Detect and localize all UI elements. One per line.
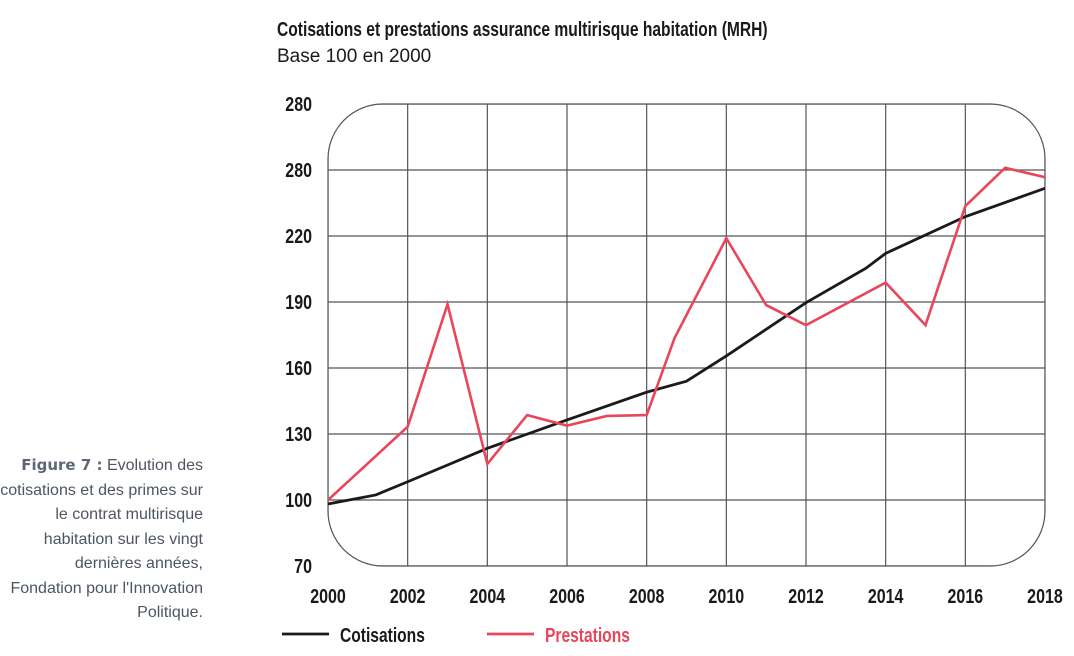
legend-label-prestations: Prestations <box>545 624 630 646</box>
x-tick-label: 2000 <box>310 585 346 607</box>
y-tick-label: 130 <box>285 423 312 445</box>
y-tick-label: 280 <box>285 159 312 181</box>
x-axis: 2000 2002 2004 2006 2008 2010 2012 2014 2016 2018 <box>310 585 1063 607</box>
x-tick-label: 2004 <box>470 585 506 607</box>
series-line-prestations <box>328 166 1045 501</box>
grid <box>328 104 1045 566</box>
series-lines <box>328 166 1045 506</box>
y-tick-label: 160 <box>285 357 312 379</box>
x-tick-label: 2010 <box>709 585 745 607</box>
plot-frame <box>327 103 1046 567</box>
y-tick-label: 220 <box>285 225 312 247</box>
caption-text: Evolution des cotisations et des primes … <box>0 457 203 621</box>
x-tick-label: 2006 <box>549 585 585 607</box>
x-tick-label: 2016 <box>948 585 984 607</box>
x-tick-label: 2008 <box>629 585 665 607</box>
y-tick-label: 70 <box>294 555 312 577</box>
y-tick-label: 190 <box>285 291 312 313</box>
series-line-cotisations <box>328 186 1045 506</box>
caption-label: Figure 7 : <box>21 456 103 474</box>
figure-caption: Figure 7 : Evolution des cotisations et … <box>0 453 203 626</box>
chart-subtitle: Base 100 en 2000 <box>277 46 432 67</box>
x-tick-label: 2018 <box>1027 585 1063 607</box>
legend: Cotisations Prestations <box>282 624 630 646</box>
x-tick-label: 2002 <box>390 585 426 607</box>
legend-label-cotisations: Cotisations <box>340 624 425 646</box>
y-tick-label: 280 <box>285 93 312 115</box>
y-tick-label: 100 <box>285 489 312 511</box>
y-axis: 70 100 130 160 190 220 280 280 <box>285 93 312 577</box>
x-tick-label: 2014 <box>868 585 904 607</box>
x-tick-label: 2012 <box>788 585 824 607</box>
chart-title: Cotisations et prestations assurance mul… <box>277 19 768 41</box>
